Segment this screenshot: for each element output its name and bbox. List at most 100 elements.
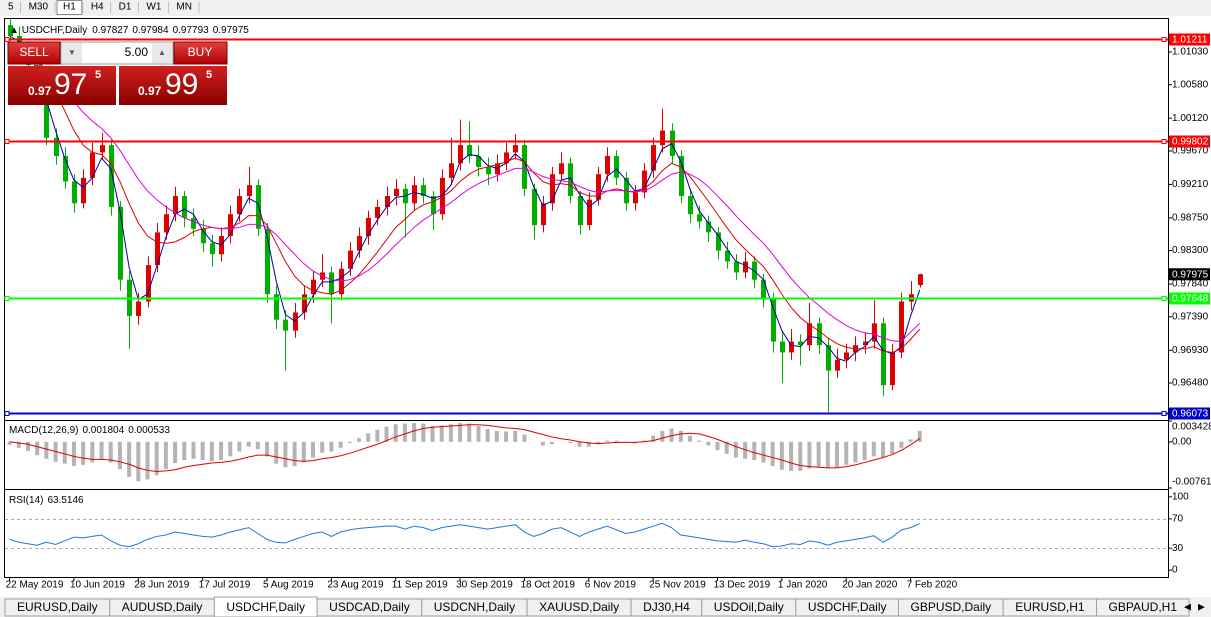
- timeframe-label[interactable]: M30: [29, 2, 49, 13]
- volume-down[interactable]: [62, 43, 82, 63]
- candle-body: [366, 217, 371, 237]
- macd-bar: [375, 429, 380, 442]
- candle-body: [155, 232, 160, 266]
- candle-body: [191, 217, 196, 229]
- tab-label: DJ30,H4: [643, 600, 690, 614]
- chart-tabs: EURUSD,Daily AUDUSD,Daily USDCHF,Daily USDC…: [4, 596, 1190, 617]
- buy-button[interactable]: [173, 41, 228, 65]
- x-tick-label: 22 May 2019: [6, 580, 64, 591]
- candle-body: [311, 279, 316, 295]
- macd-bar: [844, 441, 849, 465]
- volume-spinner[interactable]: [60, 41, 174, 65]
- candle-body: [513, 145, 518, 153]
- candle-body: [734, 261, 739, 273]
- tab[interactable]: [1096, 598, 1190, 617]
- macd-bar: [182, 441, 187, 460]
- level-tag: [1169, 135, 1210, 148]
- volume-up[interactable]: [152, 43, 172, 63]
- candle-body: [568, 163, 573, 197]
- macd-bar: [835, 441, 840, 468]
- x-tick-label: 7 Feb 2020: [907, 580, 958, 591]
- y-tick-label: 0.99670: [1172, 146, 1209, 157]
- buy-price-big: 99: [165, 68, 198, 101]
- level-label: 1.01211: [1172, 35, 1208, 46]
- timeframe-label[interactable]: W1: [146, 2, 161, 13]
- candle-body: [743, 261, 748, 273]
- macd-bar: [90, 441, 95, 463]
- candle-body: [247, 185, 252, 197]
- candle-body: [725, 250, 730, 262]
- rsi-line: [9, 522, 920, 548]
- macd-bar: [393, 424, 398, 442]
- timeframe-bar: [0, 0, 1211, 16]
- candle-body: [771, 297, 776, 342]
- macd-bar: [439, 425, 444, 442]
- candle-body: [237, 196, 242, 215]
- candle-body: [817, 323, 822, 346]
- tab-label: EURUSD,H1: [1015, 600, 1085, 614]
- macd-bar: [16, 441, 21, 448]
- tab-label: USDCNH,Daily: [434, 600, 515, 614]
- candle-body: [265, 228, 270, 295]
- candle-body: [173, 196, 178, 215]
- macd-bar: [752, 441, 757, 460]
- tab-label: USDOil,Daily: [714, 600, 784, 614]
- macd-value: 0.001804: [82, 425, 124, 436]
- candle-body: [587, 199, 592, 226]
- timeframe-label[interactable]: H1: [63, 2, 76, 13]
- y-tick-label: 0.99210: [1172, 179, 1209, 190]
- macd-bar: [880, 441, 885, 458]
- buy-price-box[interactable]: [119, 66, 227, 105]
- candle-body: [559, 163, 564, 175]
- macd-bar: [7, 441, 12, 445]
- candle-body: [541, 203, 546, 226]
- timeframe-label[interactable]: H4: [91, 2, 104, 13]
- y-tick-label: 0.003428: [1172, 422, 1211, 433]
- macd-bar: [825, 441, 830, 469]
- macd-title: MACD(12,26,9): [9, 425, 78, 436]
- macd-bar: [412, 422, 417, 442]
- macd-bar: [697, 440, 702, 442]
- sell-price-small: 5: [95, 69, 101, 81]
- macd-bar: [402, 423, 407, 442]
- macd-bar: [641, 440, 646, 442]
- level-handle: [4, 139, 10, 144]
- macd-bar: [651, 435, 656, 442]
- candle-body: [660, 130, 665, 146]
- macd-bar: [163, 441, 168, 470]
- level-handle: [1161, 296, 1167, 301]
- candle-body: [550, 174, 555, 204]
- down-arrow: ▼: [68, 48, 76, 57]
- candle-body: [90, 152, 95, 178]
- tab-label: AUDUSD,Daily: [122, 600, 203, 614]
- candle-body: [780, 341, 785, 353]
- macd-bar: [761, 441, 766, 463]
- scroll-left[interactable]: ◀: [1184, 601, 1191, 611]
- sell-label: SELL: [19, 45, 49, 59]
- sell-price-box[interactable]: [8, 66, 116, 105]
- timeframe-label[interactable]: D1: [119, 2, 132, 13]
- scroll-right[interactable]: ▶: [1198, 601, 1205, 611]
- candle-body: [210, 243, 215, 255]
- candle-body: [642, 170, 647, 193]
- tab-label: XAUUSD,Daily: [539, 600, 619, 614]
- y-tick-label: 0.97840: [1172, 279, 1209, 290]
- x-tick-label: 30 Sep 2019: [456, 580, 513, 591]
- candle-body: [467, 145, 472, 157]
- macd-bar: [458, 422, 463, 442]
- y-tick-label: 0.98300: [1172, 245, 1209, 256]
- candle-body: [688, 196, 693, 215]
- timeframe-label[interactable]: MN: [176, 2, 192, 13]
- macd-bar: [127, 441, 132, 477]
- candle-body: [890, 352, 895, 386]
- sell-button[interactable]: [7, 41, 61, 65]
- y-tick-label: 70: [1172, 513, 1184, 524]
- macd-bar: [743, 441, 748, 459]
- macd-bar: [329, 441, 334, 452]
- macd-bar: [908, 439, 913, 442]
- candle-body: [495, 163, 500, 175]
- candle-body: [44, 97, 49, 138]
- candle-body: [302, 294, 307, 313]
- tab-label: USDCAD,Daily: [329, 600, 410, 614]
- timeframe-label[interactable]: 5: [8, 2, 14, 13]
